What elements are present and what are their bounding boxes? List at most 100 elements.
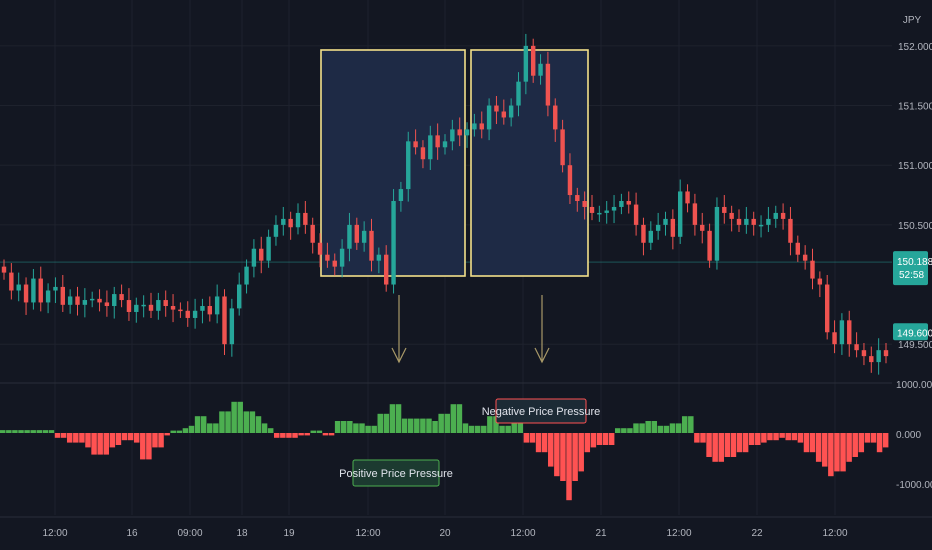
histogram-bar (572, 433, 578, 481)
candle-body (700, 224, 705, 231)
candle-body (611, 206, 617, 211)
histogram-bar (822, 433, 828, 467)
histogram-bar (602, 433, 609, 445)
histogram-bar (481, 425, 487, 433)
time-tick-label: 12:00 (510, 528, 535, 539)
candle-body (589, 206, 595, 213)
down-arrow-head (391, 347, 407, 364)
histogram-bar (407, 418, 414, 433)
candle-body (53, 286, 58, 291)
candle-body (376, 254, 382, 261)
histogram-bar (414, 418, 420, 433)
candle-body (16, 284, 21, 291)
histogram-bar (280, 433, 286, 438)
histogram-bar (182, 428, 189, 433)
histogram-bar (401, 418, 408, 433)
histogram-bar (322, 433, 329, 436)
histogram-bar (97, 433, 103, 455)
candle-body (259, 248, 264, 261)
histogram-bar (541, 433, 548, 453)
time-tick-label: 22 (751, 528, 763, 539)
candle-body (428, 135, 433, 160)
candle-body (795, 242, 801, 255)
candle-body (847, 320, 852, 345)
price-tick-label: 151.000 (898, 161, 932, 172)
candle-body (604, 210, 609, 213)
histogram-tick-label: 1000.000 (896, 380, 932, 391)
histogram-bar (432, 421, 438, 433)
histogram-bar (316, 430, 323, 433)
histogram-bar (286, 433, 292, 438)
candle-body (817, 278, 823, 285)
histogram-bar (48, 430, 55, 433)
candle-body (207, 306, 213, 315)
histogram-bar (347, 421, 353, 433)
histogram-bar (243, 411, 250, 433)
candle-body (780, 212, 786, 219)
candle-body (560, 129, 565, 166)
price-axis[interactable]: JPY 152.000 151.500 151.000 150.500 149.500 15… (892, 0, 932, 550)
histogram-bar (170, 430, 176, 433)
histogram-bar (858, 433, 865, 453)
histogram-bar (681, 416, 688, 433)
candle-body (744, 218, 749, 225)
histogram-bar (426, 418, 432, 433)
time-tick-label: 12:00 (42, 528, 67, 539)
candle-body (575, 195, 580, 201)
candle-body (251, 248, 257, 267)
histogram-bar (24, 430, 30, 433)
histogram-bar (359, 423, 365, 433)
candle-body (685, 191, 690, 204)
candle-body (677, 191, 683, 237)
candle-body (398, 189, 404, 201)
candle-body (361, 230, 367, 243)
histogram-bar (450, 404, 457, 433)
candle-body (854, 344, 859, 351)
histogram-bar (785, 433, 791, 441)
candle-body (148, 304, 154, 311)
histogram-bar (383, 413, 390, 433)
histogram-bar (675, 423, 682, 433)
candle-body (185, 310, 190, 318)
histogram-bar (365, 425, 371, 433)
candle-body (839, 320, 845, 345)
histogram-bar (42, 430, 49, 433)
candle-body (442, 141, 448, 148)
candle-body (751, 218, 756, 225)
histogram-bar (694, 433, 700, 443)
histogram-bar (864, 433, 871, 443)
histogram-bar (870, 433, 877, 443)
candle-body (126, 300, 132, 312)
histogram-bar (669, 423, 676, 433)
histogram-bar (535, 433, 542, 453)
candle-body (178, 309, 183, 312)
candle-body (766, 218, 771, 225)
histogram-bar (109, 433, 116, 448)
candle-body (67, 296, 73, 305)
candle-body (214, 296, 220, 315)
histogram-bar (882, 433, 889, 448)
candle-body (273, 224, 279, 237)
histogram-bar (608, 433, 615, 445)
price-tick-label: 152.000 (898, 42, 932, 53)
histogram-bar (468, 425, 475, 433)
histogram-bar (621, 428, 627, 433)
histogram-bar (146, 433, 152, 460)
histogram-bar (736, 433, 743, 453)
time-axis[interactable]: 12:00 16 09:00 18 19 12:00 20 12:00 21 12:00 22 12:… (0, 516, 932, 539)
histogram-bar (688, 416, 694, 433)
candle-body (802, 254, 808, 261)
histogram-bar (560, 433, 566, 481)
histogram-bar (213, 423, 219, 433)
candle-body (75, 296, 80, 305)
histogram-bar (474, 425, 481, 433)
candle-body (31, 278, 36, 303)
candle-body (1, 266, 7, 273)
candle-body (736, 218, 742, 225)
candle-body (192, 310, 198, 318)
histogram-bar (133, 433, 140, 443)
candle-body (222, 296, 227, 345)
histogram-bar (225, 411, 231, 433)
candle-body (538, 63, 543, 76)
